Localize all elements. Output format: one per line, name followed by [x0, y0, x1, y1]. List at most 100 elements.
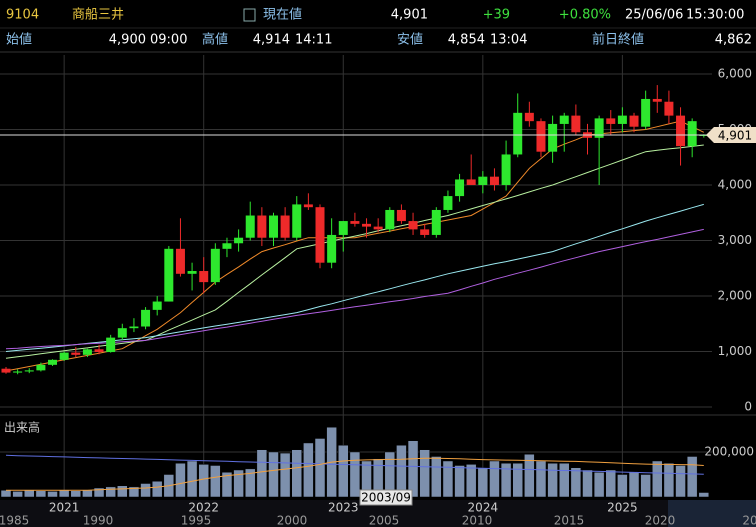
volume-bar — [0, 489, 12, 498]
volume-bar — [151, 480, 163, 498]
volume-bar — [70, 490, 82, 498]
volume-bar — [291, 449, 302, 498]
volume-bar — [210, 465, 221, 498]
candle-body — [94, 349, 104, 353]
label: 前日終値 — [592, 32, 644, 48]
volume-bar — [617, 474, 628, 498]
candle-body — [350, 221, 360, 224]
candle-body — [164, 248, 174, 302]
volume-average-line — [5, 454, 704, 475]
candle-body — [443, 196, 453, 210]
volume-bar — [558, 462, 570, 498]
candle-body — [524, 112, 534, 122]
navigator-tooltip-box — [359, 489, 413, 506]
y-tick-label: 200,000 — [704, 444, 754, 458]
volume-bar — [349, 451, 361, 498]
candle-body — [408, 221, 418, 230]
volume-bar — [593, 471, 605, 498]
volume-bar — [338, 444, 349, 498]
candle-body — [571, 115, 581, 133]
volume-bar — [675, 465, 686, 498]
moving-average-line — [5, 144, 704, 359]
y-tick-label: 4,000 — [718, 177, 752, 191]
x-tick-label: 2024 — [468, 501, 499, 515]
volume-bar — [233, 469, 244, 498]
value: 4,901 — [391, 8, 428, 23]
volume-bar — [640, 474, 651, 498]
candle-body — [420, 229, 430, 235]
value: 4,862 — [715, 33, 752, 48]
candle-body — [268, 215, 278, 238]
navigator-label: 2020 — [645, 514, 676, 527]
candle-body — [106, 337, 116, 353]
volume-bar — [605, 469, 617, 498]
stock-name: 商船三井 — [72, 8, 124, 23]
volume-bar — [175, 462, 186, 498]
candle-body — [327, 234, 337, 263]
volume-bar — [93, 487, 105, 498]
volume-bar — [477, 467, 489, 498]
candle-body — [478, 176, 488, 185]
x-tick-label: 2025 — [607, 501, 638, 515]
candle-body — [187, 271, 197, 274]
candle-body — [141, 309, 151, 327]
volume-bar — [489, 460, 500, 498]
volume-bar — [407, 440, 419, 498]
volume-bar — [465, 464, 477, 498]
volume-bar — [140, 483, 151, 498]
volume-average-line — [6, 457, 704, 491]
candle-body — [245, 215, 255, 238]
y-tick-label: 2,000 — [718, 288, 752, 302]
volume-bar — [419, 449, 430, 498]
value: 4,854 — [448, 33, 485, 48]
candle-body — [129, 326, 139, 329]
candle-body — [1, 368, 11, 373]
volume-bar — [500, 462, 512, 498]
candle-body — [431, 209, 441, 235]
value: 4,900 — [109, 33, 146, 48]
candle-body — [292, 204, 302, 238]
candle-body — [606, 118, 616, 124]
candle-body — [210, 248, 220, 283]
navigator-label: 2005 — [369, 514, 400, 527]
candle-body — [501, 154, 511, 185]
candle-body — [152, 301, 162, 310]
candle-body — [24, 370, 34, 372]
navigator-label: 2000 — [277, 514, 308, 527]
candle-body — [338, 221, 348, 235]
candle-body — [362, 223, 372, 227]
label: 始値 — [6, 32, 32, 48]
price-badge — [706, 126, 756, 143]
x-tick-label: 2022 — [188, 501, 219, 515]
value: +39 — [483, 8, 510, 23]
candle-body — [385, 209, 395, 230]
candle-body — [396, 209, 406, 222]
volume-bar — [58, 489, 70, 498]
value: +0.80% — [559, 8, 611, 23]
label: 安値 — [397, 32, 423, 48]
navigator-label: 20 — [742, 514, 756, 527]
candle-body — [234, 237, 244, 244]
label: 高値 — [202, 32, 228, 48]
value: 13:04 — [490, 33, 527, 48]
candle-body — [594, 118, 604, 138]
x-tick-label: 2023 — [328, 501, 359, 515]
candle-body — [687, 121, 697, 147]
candle-body — [676, 115, 686, 147]
candle-body — [373, 226, 383, 230]
value: 09:00 — [150, 33, 187, 48]
volume-bar — [268, 451, 279, 498]
volume-bar — [442, 460, 454, 498]
candle-body — [315, 207, 325, 263]
value: 4,914 — [253, 33, 290, 48]
volume-bar — [256, 449, 268, 498]
volume-bar — [186, 460, 198, 498]
candle-body — [222, 243, 232, 249]
y-tick-label: 6,000 — [718, 66, 752, 80]
y-tick-label: 3,000 — [718, 233, 752, 247]
candle-body — [280, 215, 290, 238]
navigator-window — [668, 500, 756, 527]
volume-title: 出来高 — [4, 420, 40, 435]
